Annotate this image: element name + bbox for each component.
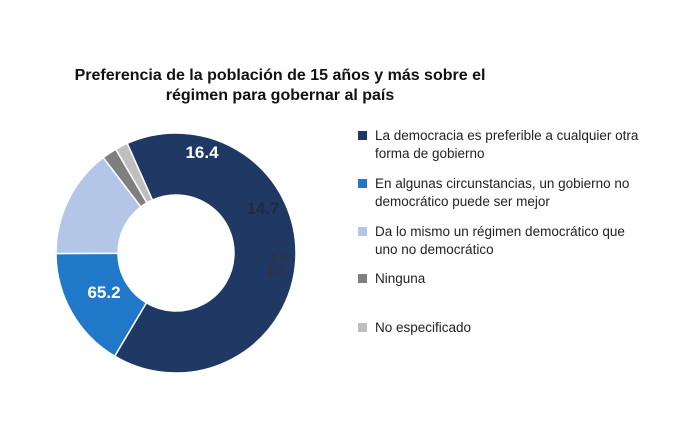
legend-swatch — [358, 131, 367, 140]
donut-slice-la-democracia-es-preferi — [113, 132, 297, 374]
legend-label-line: democrático puede ser mejor — [375, 194, 550, 209]
legend-item: La democracia es preferible a cualquier … — [358, 127, 688, 163]
legend-item: No especificado — [358, 319, 688, 337]
legend-label: Ninguna — [375, 270, 425, 288]
legend-label-line: forma de gobierno — [375, 146, 485, 161]
slice-value-label: 1.7 — [268, 264, 285, 278]
legend-item: Ninguna — [358, 270, 688, 288]
legend-swatch — [358, 227, 367, 236]
legend-swatch — [358, 274, 367, 283]
legend-label: Da lo mismo un régimen democrático que un… — [375, 223, 625, 259]
legend-item: Da lo mismo un régimen democrático que un… — [358, 223, 688, 259]
legend-label-line: Ninguna — [375, 271, 426, 286]
chart-title-line-1: Preferencia de la población de 15 años y… — [74, 67, 486, 84]
legend-label: En algunas circunstancias, un gobierno n… — [375, 175, 629, 211]
slice-value-label: 2.0 — [271, 251, 288, 265]
legend-label-line: La democracia es preferible a cualquier … — [375, 128, 639, 143]
legend-label-line: uno no democrático — [375, 242, 494, 257]
chart-title: Preferencia de la población de 15 años y… — [60, 66, 500, 106]
legend-label-line: Da lo mismo un régimen democrático que — [375, 224, 625, 239]
legend-label-line: En algunas circunstancias, un gobierno n… — [375, 176, 630, 191]
slice-value-label: 14.7 — [246, 199, 279, 218]
slice-value-label: 65.2 — [87, 283, 120, 302]
legend-label: No especificado — [375, 319, 471, 337]
slice-value-label: 16.4 — [185, 143, 219, 162]
legend-item: En algunas circunstancias, un gobierno n… — [358, 175, 688, 211]
legend-label: La democracia es preferible a cualquier … — [375, 127, 638, 163]
legend-swatch — [358, 323, 367, 332]
legend-label-line: No especificado — [375, 320, 472, 335]
donut-slice-no-especificado — [114, 142, 154, 204]
legend-swatch — [358, 179, 367, 188]
chart-title-line-2: régimen para gobernar al país — [165, 87, 395, 104]
